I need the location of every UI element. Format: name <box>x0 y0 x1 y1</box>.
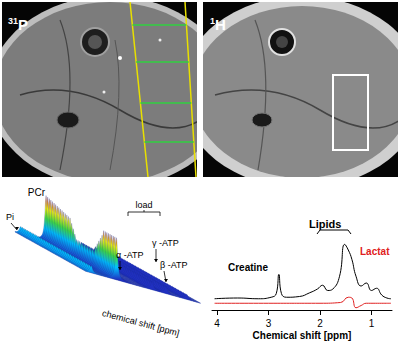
svg-text:chemical shift [ppm]: chemical shift [ppm] <box>101 308 180 338</box>
svg-text:Chemical shift [ppm]: Chemical shift [ppm] <box>253 330 352 341</box>
svg-text:31P: 31P <box>8 16 28 33</box>
svg-text:1H: 1H <box>210 16 226 33</box>
svg-text:Lipids: Lipids <box>309 218 341 230</box>
svg-text:Creatine: Creatine <box>228 262 268 273</box>
svg-text:PCr: PCr <box>28 187 46 198</box>
svg-text:Lactat: Lactat <box>360 246 390 257</box>
svg-text:3: 3 <box>266 318 272 329</box>
svg-text:γ -ATP: γ -ATP <box>152 238 179 248</box>
svg-text:β -ATP: β -ATP <box>160 260 188 270</box>
svg-text:α -ATP: α -ATP <box>116 250 144 260</box>
svg-text:Pi: Pi <box>6 212 14 222</box>
svg-text:1: 1 <box>369 318 375 329</box>
svg-text:2: 2 <box>317 318 323 329</box>
svg-text:4: 4 <box>214 318 220 329</box>
svg-text:load: load <box>135 200 152 210</box>
